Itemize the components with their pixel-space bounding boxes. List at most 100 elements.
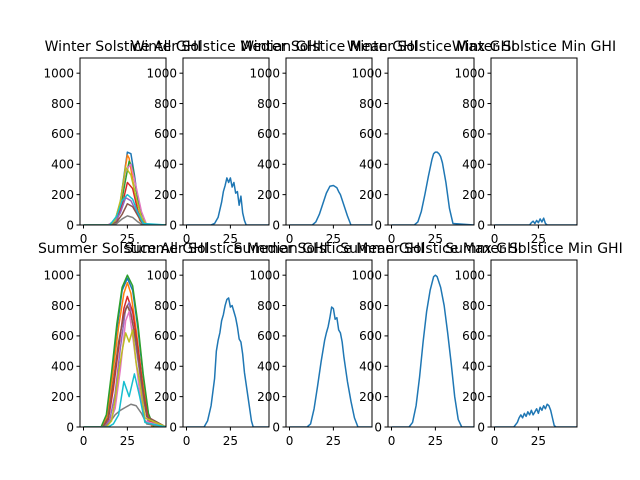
x-tick-label: 0 [80,434,88,448]
y-tick-label: 0 [66,420,74,434]
axes-frame [490,259,578,428]
series-line [83,215,166,225]
x-tick-label: 0 [491,232,499,246]
y-tick-label: 1000 [146,268,177,282]
y-tick-label: 800 [359,299,382,313]
x-tick-label: 0 [183,232,191,246]
axes-frame [182,259,270,428]
subplot-title: Summer Solstice Min GHI [445,241,622,257]
y-tick-label: 400 [154,158,177,172]
series-line [186,177,269,225]
y-tick-label: 600 [257,329,280,343]
y-tick-label: 400 [51,360,74,374]
y-tick-label: 200 [51,390,74,404]
axes-frame [490,57,578,226]
series-line [83,203,166,225]
x-tick-label: 25 [223,434,238,448]
y-tick-label: 400 [51,158,74,172]
x-tick-label: 0 [286,434,294,448]
y-tick-label: 400 [359,158,382,172]
y-tick-label: 200 [462,188,485,202]
axes-frame [79,57,167,226]
x-tick-label: 0 [388,434,396,448]
series-line [83,329,166,427]
x-tick-label: 0 [388,232,396,246]
x-tick-label: 25 [120,434,135,448]
series-line [83,193,166,225]
y-tick-label: 0 [374,218,382,232]
y-tick-label: 800 [51,97,74,111]
y-tick-label: 600 [154,127,177,141]
x-tick-label: 25 [531,434,546,448]
series-group [186,177,269,225]
y-tick-label: 1000 [351,66,382,80]
axes-frame [182,57,270,226]
series-line [83,274,166,427]
y-tick-label: 600 [359,329,382,343]
y-tick-label: 600 [51,127,74,141]
y-tick-label: 600 [154,329,177,343]
y-tick-label: 400 [462,158,485,172]
x-tick-label: 25 [223,232,238,246]
y-tick-label: 200 [359,390,382,404]
series-line [391,151,474,225]
series-line [494,403,577,427]
y-tick-label: 200 [257,390,280,404]
y-tick-label: 200 [359,188,382,202]
y-tick-label: 200 [462,390,485,404]
y-tick-label: 0 [169,420,177,434]
series-line [289,184,372,225]
subplot-1: 0 200 400 600 800 1000 0 25 Winter Solstice All … [43,39,201,246]
subplot-title: Summer Solstice Mean GHI [234,241,425,257]
y-tick-label: 0 [477,420,485,434]
x-tick-label: 0 [183,434,191,448]
series-group [494,403,577,427]
x-tick-label: 25 [120,232,135,246]
y-tick-label: 0 [66,218,74,232]
y-tick-label: 800 [257,299,280,313]
y-tick-label: 800 [257,97,280,111]
subplot-title: Winter Solstice Max GHI [347,39,515,55]
y-tick-label: 400 [257,360,280,374]
series-group [391,151,474,225]
subplot-title: Summer Solstice Max GHI [340,241,522,257]
y-tick-label: 200 [257,188,280,202]
y-tick-label: 800 [462,97,485,111]
series-line [186,297,269,427]
x-tick-label: 25 [326,434,341,448]
y-tick-label: 1000 [43,268,74,282]
y-tick-label: 1000 [454,268,485,282]
y-tick-label: 0 [272,420,280,434]
y-tick-label: 200 [154,390,177,404]
series-line [391,274,474,427]
y-tick-label: 1000 [146,66,177,80]
y-tick-label: 600 [462,329,485,343]
series-line [83,373,166,427]
series-group [289,184,372,225]
series-group [391,274,474,427]
y-tick-label: 1000 [249,66,280,80]
y-tick-label: 800 [51,299,74,313]
subplot-title: Summer Solstice All GHI [38,241,208,257]
y-tick-label: 200 [154,188,177,202]
axes-frame [387,259,475,428]
subplot-8: 0 200 400 600 800 1000 0 25 Summer Solstice Mean… [234,241,425,448]
y-tick-label: 600 [51,329,74,343]
axes-frame [387,57,475,226]
y-tick-label: 0 [169,218,177,232]
x-tick-label: 25 [428,434,443,448]
subplot-6: 0 200 400 600 800 1000 0 25 Summer Solstice All … [38,241,208,448]
series-line [83,304,166,427]
y-tick-label: 600 [462,127,485,141]
subplot-10: 0 200 400 600 800 1000 0 25 Summer Solstice Min … [445,241,622,448]
y-tick-label: 0 [477,218,485,232]
x-tick-label: 25 [326,232,341,246]
y-tick-label: 400 [154,360,177,374]
axes-frame [285,57,373,226]
series-line [289,306,372,427]
y-tick-label: 0 [272,218,280,232]
series-group [83,274,166,427]
series-group [494,217,577,225]
y-tick-label: 1000 [454,66,485,80]
